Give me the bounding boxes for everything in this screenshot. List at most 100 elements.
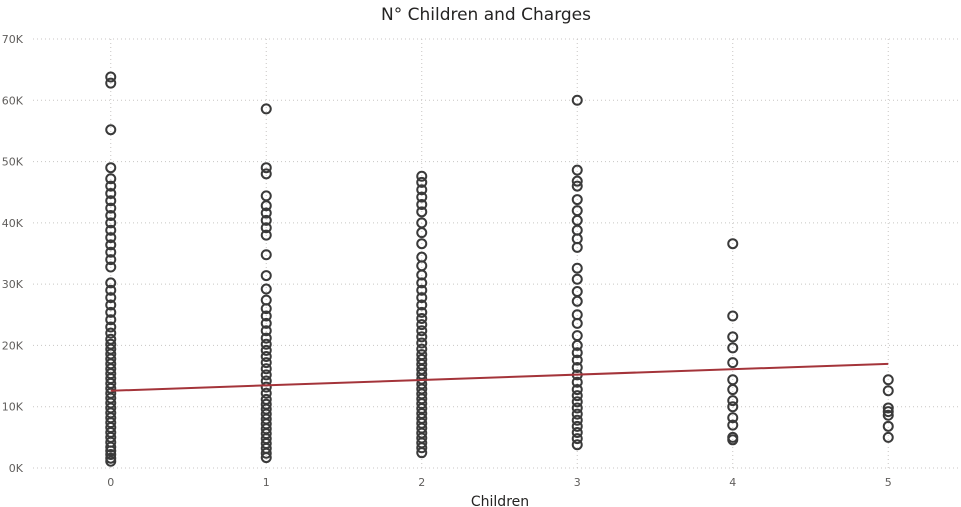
data-point	[105, 327, 117, 339]
data-point	[105, 284, 117, 296]
data-point	[727, 384, 739, 396]
data-point	[416, 277, 428, 289]
y-tick-label: 20K	[2, 339, 24, 352]
data-point	[105, 162, 117, 174]
data-point	[105, 246, 117, 258]
data-point	[260, 332, 272, 344]
data-point	[416, 343, 428, 355]
data-point	[571, 330, 583, 342]
data-point	[105, 452, 117, 464]
data-point	[571, 262, 583, 274]
data-point	[260, 103, 272, 115]
data-point	[571, 164, 583, 176]
data-point	[105, 224, 117, 236]
data-point	[260, 381, 272, 393]
data-point	[727, 374, 739, 386]
data-point	[571, 408, 583, 420]
data-point	[105, 124, 117, 136]
x-tick-label: 4	[729, 476, 736, 489]
data-point	[571, 396, 583, 408]
data-point	[105, 306, 117, 318]
data-point	[260, 222, 272, 234]
data-point	[571, 295, 583, 307]
data-point	[416, 238, 428, 250]
data-point	[260, 350, 272, 362]
data-point	[260, 229, 272, 241]
trend-line	[110, 362, 889, 392]
data-point	[727, 395, 739, 407]
data-point	[727, 431, 739, 443]
data-point	[260, 310, 272, 322]
data-point	[571, 205, 583, 217]
data-point	[260, 357, 272, 369]
y-tick-label: 60K	[2, 94, 24, 107]
data-point	[260, 387, 272, 399]
data-point	[727, 342, 739, 354]
data-point	[416, 292, 428, 304]
data-point	[260, 294, 272, 306]
data-point	[105, 239, 117, 251]
data-point	[105, 77, 117, 89]
data-points	[105, 71, 894, 467]
data-point	[105, 321, 117, 333]
data-point	[571, 384, 583, 396]
data-point	[571, 426, 583, 438]
data-point	[416, 170, 428, 182]
data-point	[727, 357, 739, 369]
data-point	[416, 354, 428, 366]
data-point	[571, 402, 583, 414]
data-point	[260, 344, 272, 356]
data-point	[105, 277, 117, 289]
data-point	[105, 292, 117, 304]
data-point	[727, 419, 739, 431]
data-point	[571, 309, 583, 321]
data-point	[105, 338, 117, 350]
data-point	[882, 402, 894, 414]
data-point	[571, 433, 583, 445]
data-point	[260, 270, 272, 282]
data-point	[260, 398, 272, 410]
data-point	[105, 187, 117, 199]
data-point	[416, 299, 428, 311]
data-point	[416, 325, 428, 337]
data-point	[105, 210, 117, 222]
data-point	[105, 299, 117, 311]
data-point	[260, 162, 272, 174]
data-point	[260, 325, 272, 337]
data-point	[727, 331, 739, 343]
y-tick-label: 70K	[2, 33, 24, 46]
data-point	[571, 194, 583, 206]
y-tick-label: 40K	[2, 217, 24, 230]
data-point	[416, 319, 428, 331]
x-tick-label: 3	[574, 476, 581, 489]
gridlines	[33, 38, 961, 469]
data-point	[571, 376, 583, 388]
y-axis-ticks: 0K 10K 20K 30K 40K 50K 60K 70K	[2, 33, 24, 475]
data-point	[571, 354, 583, 366]
data-point	[571, 273, 583, 285]
data-point	[882, 385, 894, 397]
y-tick-label: 30K	[2, 278, 24, 291]
y-tick-label: 10K	[2, 401, 24, 414]
data-point	[727, 412, 739, 424]
data-point	[416, 184, 428, 196]
data-point	[260, 249, 272, 261]
data-point	[882, 406, 894, 418]
data-point	[416, 284, 428, 296]
data-point	[416, 349, 428, 361]
x-tick-label: 5	[885, 476, 892, 489]
data-point	[105, 202, 117, 214]
data-point	[571, 285, 583, 297]
data-point	[416, 217, 428, 229]
y-tick-label: 50K	[2, 156, 24, 169]
data-point	[571, 414, 583, 426]
data-point	[105, 217, 117, 229]
data-point	[571, 347, 583, 359]
data-point	[105, 173, 117, 185]
data-point	[727, 238, 739, 250]
data-point	[571, 420, 583, 432]
data-point	[882, 431, 894, 443]
data-point	[260, 317, 272, 329]
data-point	[416, 206, 428, 218]
data-point	[260, 283, 272, 295]
